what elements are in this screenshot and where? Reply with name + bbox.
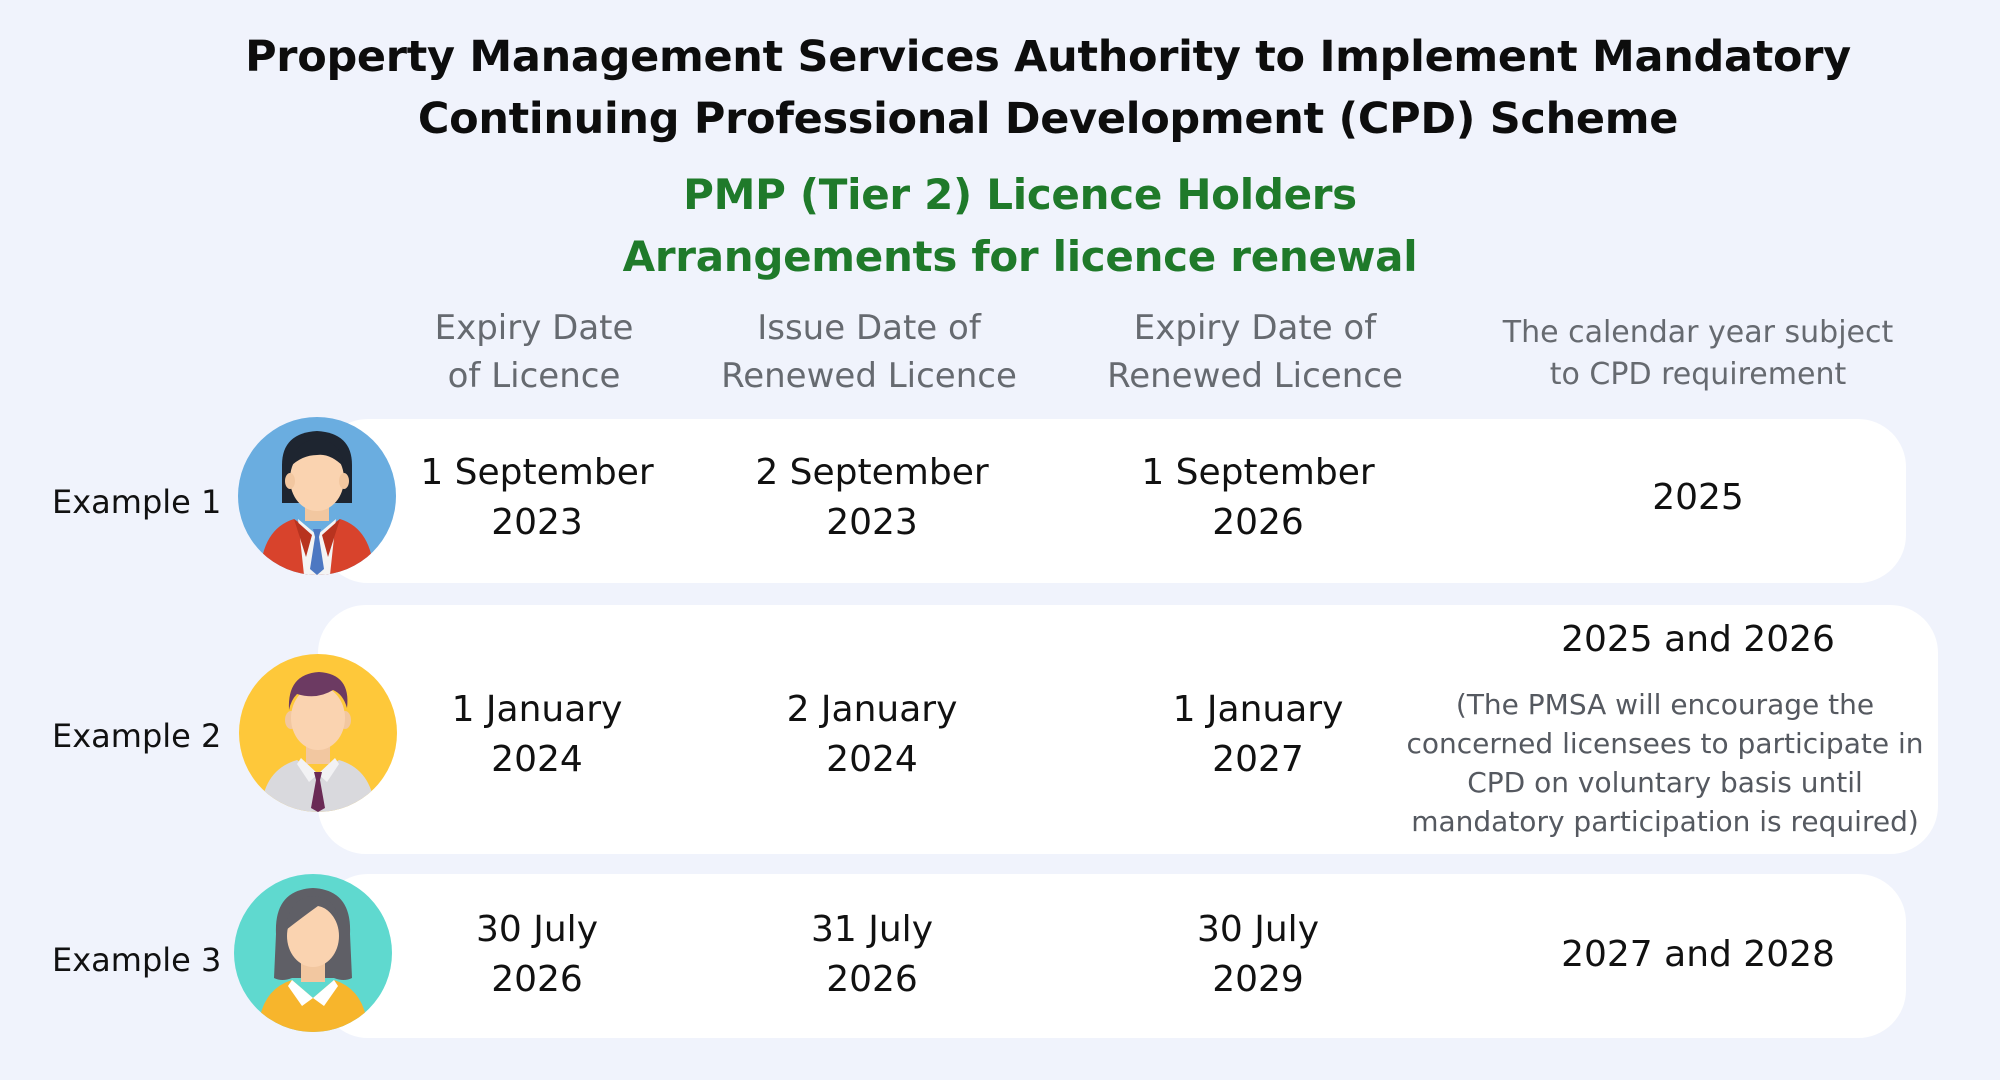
column-header-expiry-date: Expiry Date of Licence (434, 308, 634, 396)
example-row-card-2 (318, 605, 1938, 854)
row-1-renewed-expiry-date: 1 September 2026 (1141, 452, 1375, 543)
businesswoman-avatar-icon (238, 417, 396, 575)
row-2-renewed-expiry-date: 1 January 2027 (1172, 689, 1344, 780)
row-2-expiry-date: 1 January 2024 (451, 689, 623, 780)
column-header-issue-date-renewed: Issue Date of Renewed Licence (721, 308, 1017, 396)
page-subtitle-line-1: PMP (Tier 2) Licence Holders (683, 170, 1357, 219)
column-header-expiry-date-renewed: Expiry Date of Renewed Licence (1107, 308, 1403, 396)
page-title: Property Management Services Authority t… (0, 26, 2000, 150)
row-3-renewed-expiry-date: 30 July 2029 (1197, 909, 1319, 1000)
businessman-avatar-icon (239, 654, 397, 812)
row-3-expiry-date: 30 July 2026 (476, 909, 598, 1000)
example-label-1: Example 1 (52, 483, 222, 521)
example-label-2: Example 2 (52, 717, 222, 755)
page-title-line-2: Continuing Professional Development (CPD… (417, 94, 1679, 144)
row-1-cpd-year: 2025 (1652, 477, 1744, 518)
row-1-expiry-date: 1 September 2023 (420, 452, 654, 543)
page-subtitle: PMP (Tier 2) Licence Holders Arrangement… (0, 164, 2000, 288)
woman-avatar-icon (234, 874, 392, 1032)
row-2-cpd-year: 2025 and 2026 (1561, 619, 1835, 660)
page-title-line-1: Property Management Services Authority t… (245, 32, 1851, 82)
page-subtitle-line-2: Arrangements for licence renewal (622, 232, 1418, 281)
row-2-issue-date: 2 January 2024 (786, 689, 958, 780)
example-row-card-3 (320, 874, 1906, 1038)
column-header-cpd-year: The calendar year subject to CPD require… (1502, 315, 1894, 392)
example-row-card-1 (320, 419, 1906, 583)
row-3-cpd-year: 2027 and 2028 (1561, 934, 1835, 975)
row-2-cpd-note: (The PMSA will encourage the concerned l… (1406, 688, 1924, 838)
row-1-issue-date: 2 September 2023 (755, 452, 989, 543)
row-3-issue-date: 31 July 2026 (811, 909, 933, 1000)
example-label-3: Example 3 (52, 941, 222, 979)
